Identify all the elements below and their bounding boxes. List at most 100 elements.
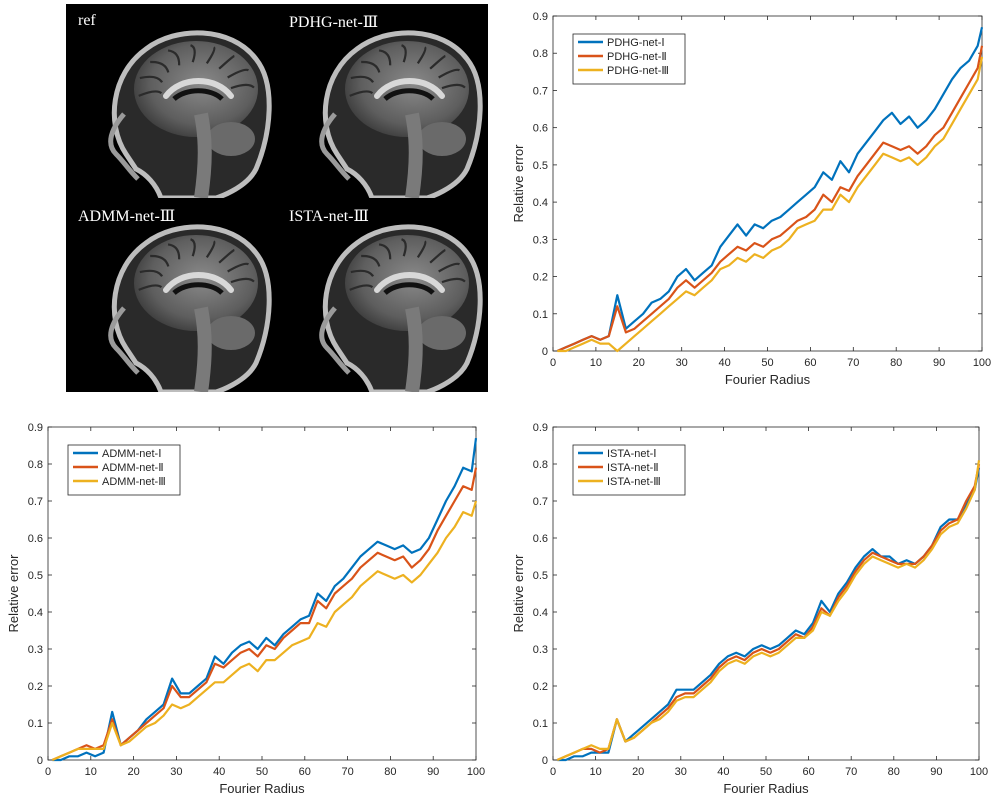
mri-gyrus <box>378 49 392 66</box>
x-tick-label: 90 <box>427 766 439 778</box>
legend-entry: ADMM-net-Ⅰ <box>102 448 161 460</box>
mri-gyrus <box>429 248 446 264</box>
mri-gyrus <box>230 83 255 90</box>
mri-gyrus <box>401 44 407 63</box>
y-tick-label: 0.3 <box>28 644 43 656</box>
mri-brain-image <box>319 224 483 392</box>
mri-gyrus <box>441 277 466 284</box>
x-tick-label: 30 <box>170 766 182 778</box>
legend-entry: ISTA-net-Ⅰ <box>607 448 657 460</box>
y-tick-label: 0.4 <box>533 197 548 209</box>
mri-gyrus <box>138 90 163 97</box>
x-tick-label: 60 <box>299 766 311 778</box>
y-tick-label: 0.8 <box>28 459 43 471</box>
y-axis-label: Relative error <box>6 554 21 633</box>
series-line-3 <box>556 460 981 762</box>
series-line-1 <box>557 467 981 762</box>
x-axis-label: Fourier Radius <box>725 372 811 387</box>
y-tick-label: 0.1 <box>533 718 548 730</box>
mri-gyrus <box>401 238 407 257</box>
y-tick-label: 0.5 <box>28 570 43 582</box>
x-tick-label: 50 <box>761 357 773 369</box>
mri-gyrus <box>190 238 196 257</box>
mri-gyrus <box>350 269 375 277</box>
mri-cerebellum <box>418 316 466 350</box>
y-tick-label: 0.3 <box>533 644 548 656</box>
mri-gyrus <box>139 269 164 277</box>
x-tick-label: 100 <box>973 357 991 369</box>
chart-svg: 0 10 20 30 40 50 60 70 80 90 100 0 0.1 0.2 0.3 0.4 0.5 0.… <box>511 422 988 796</box>
mri-gyrus <box>139 75 164 83</box>
mri-face-profile <box>319 306 351 375</box>
y-tick-label: 0 <box>542 755 548 767</box>
x-tick-label: 0 <box>550 766 556 778</box>
mri-image-grid: ref PDHG-net-Ⅲ ADMM-net-Ⅲ ISTA-net-Ⅲ <box>66 4 488 392</box>
x-tick-label: 20 <box>127 766 139 778</box>
series-line-2 <box>556 45 984 353</box>
x-tick-label: 80 <box>890 357 902 369</box>
mri-brainstem <box>194 112 212 198</box>
mri-panel-label: ISTA-net-Ⅲ <box>289 208 369 225</box>
y-tick-label: 0.3 <box>533 234 548 246</box>
mri-panel-label: ref <box>78 12 96 29</box>
x-tick-label: 100 <box>467 766 485 778</box>
y-tick-label: 0.8 <box>533 48 548 60</box>
legend-entry: ISTA-net-Ⅱ <box>607 462 659 474</box>
mri-brainstem <box>194 306 212 392</box>
mri-brain-image <box>108 224 272 392</box>
mri-gyrus <box>416 46 427 64</box>
legend-entry: ADMM-net-Ⅱ <box>102 462 164 474</box>
chart-pdhg-error: 0 10 20 30 40 50 60 70 80 90 100 0 0.1 0.2 0.3 0.4 0.5 0.… <box>505 8 991 400</box>
series-line-2 <box>51 467 478 762</box>
mri-panel-ista: ISTA-net-Ⅲ <box>277 198 488 392</box>
mri-gyrus <box>167 49 181 66</box>
x-axis-label: Fourier Radius <box>219 781 305 796</box>
mri-gyrus <box>441 83 466 90</box>
x-tick-label: 70 <box>341 766 353 778</box>
mri-gyrus <box>218 248 235 264</box>
chart-svg: 0 10 20 30 40 50 60 70 80 90 100 0 0.1 0.2 0.3 0.4 0.5 0.… <box>511 11 991 387</box>
y-tick-label: 0.1 <box>533 309 548 321</box>
mri-gyrus <box>438 68 461 79</box>
mri-brainstem <box>405 306 423 392</box>
mri-ventricle <box>172 282 224 296</box>
legend-entry: ADMM-net-Ⅲ <box>102 476 166 488</box>
series-line-1 <box>556 26 984 353</box>
x-tick-label: 30 <box>676 357 688 369</box>
mri-panel-pdhg: PDHG-net-Ⅲ <box>277 4 488 198</box>
mri-gyrus <box>230 277 255 284</box>
x-tick-label: 70 <box>845 766 857 778</box>
mri-ventricle <box>383 88 435 102</box>
x-tick-label: 80 <box>888 766 900 778</box>
mri-gyrus <box>227 262 250 273</box>
mri-gyrus <box>205 240 216 258</box>
y-tick-label: 0.9 <box>533 11 548 23</box>
y-tick-label: 0.7 <box>533 496 548 508</box>
chart-admm-error: 0 10 20 30 40 50 60 70 80 90 100 0 0.1 0.2 0.3 0.4 0.5 0.… <box>0 415 486 803</box>
x-tick-label: 10 <box>85 766 97 778</box>
mri-gyrus <box>205 46 216 64</box>
mri-corpus-callosum <box>163 78 234 99</box>
y-tick-label: 0.4 <box>28 607 43 619</box>
mri-gyrus <box>227 68 250 79</box>
y-tick-label: 0.8 <box>533 459 548 471</box>
mri-cerebellum <box>207 316 255 350</box>
series-line-3 <box>557 56 984 353</box>
x-tick-label: 40 <box>717 766 729 778</box>
mri-corpus-callosum <box>163 272 234 293</box>
x-tick-label: 70 <box>847 357 859 369</box>
mri-gyrus <box>150 60 170 73</box>
mri-gyrus <box>150 254 170 267</box>
mri-gyrus <box>218 54 235 70</box>
mri-panel-label: ADMM-net-Ⅲ <box>78 208 176 225</box>
mri-gyrus <box>190 44 196 63</box>
y-tick-label: 0.4 <box>533 607 548 619</box>
x-tick-label: 60 <box>802 766 814 778</box>
x-tick-label: 50 <box>760 766 772 778</box>
y-tick-label: 0 <box>542 346 548 358</box>
x-tick-label: 20 <box>633 357 645 369</box>
y-tick-label: 0.9 <box>28 422 43 434</box>
x-tick-label: 0 <box>550 357 556 369</box>
x-tick-label: 10 <box>589 766 601 778</box>
mri-gyrus <box>138 284 163 291</box>
